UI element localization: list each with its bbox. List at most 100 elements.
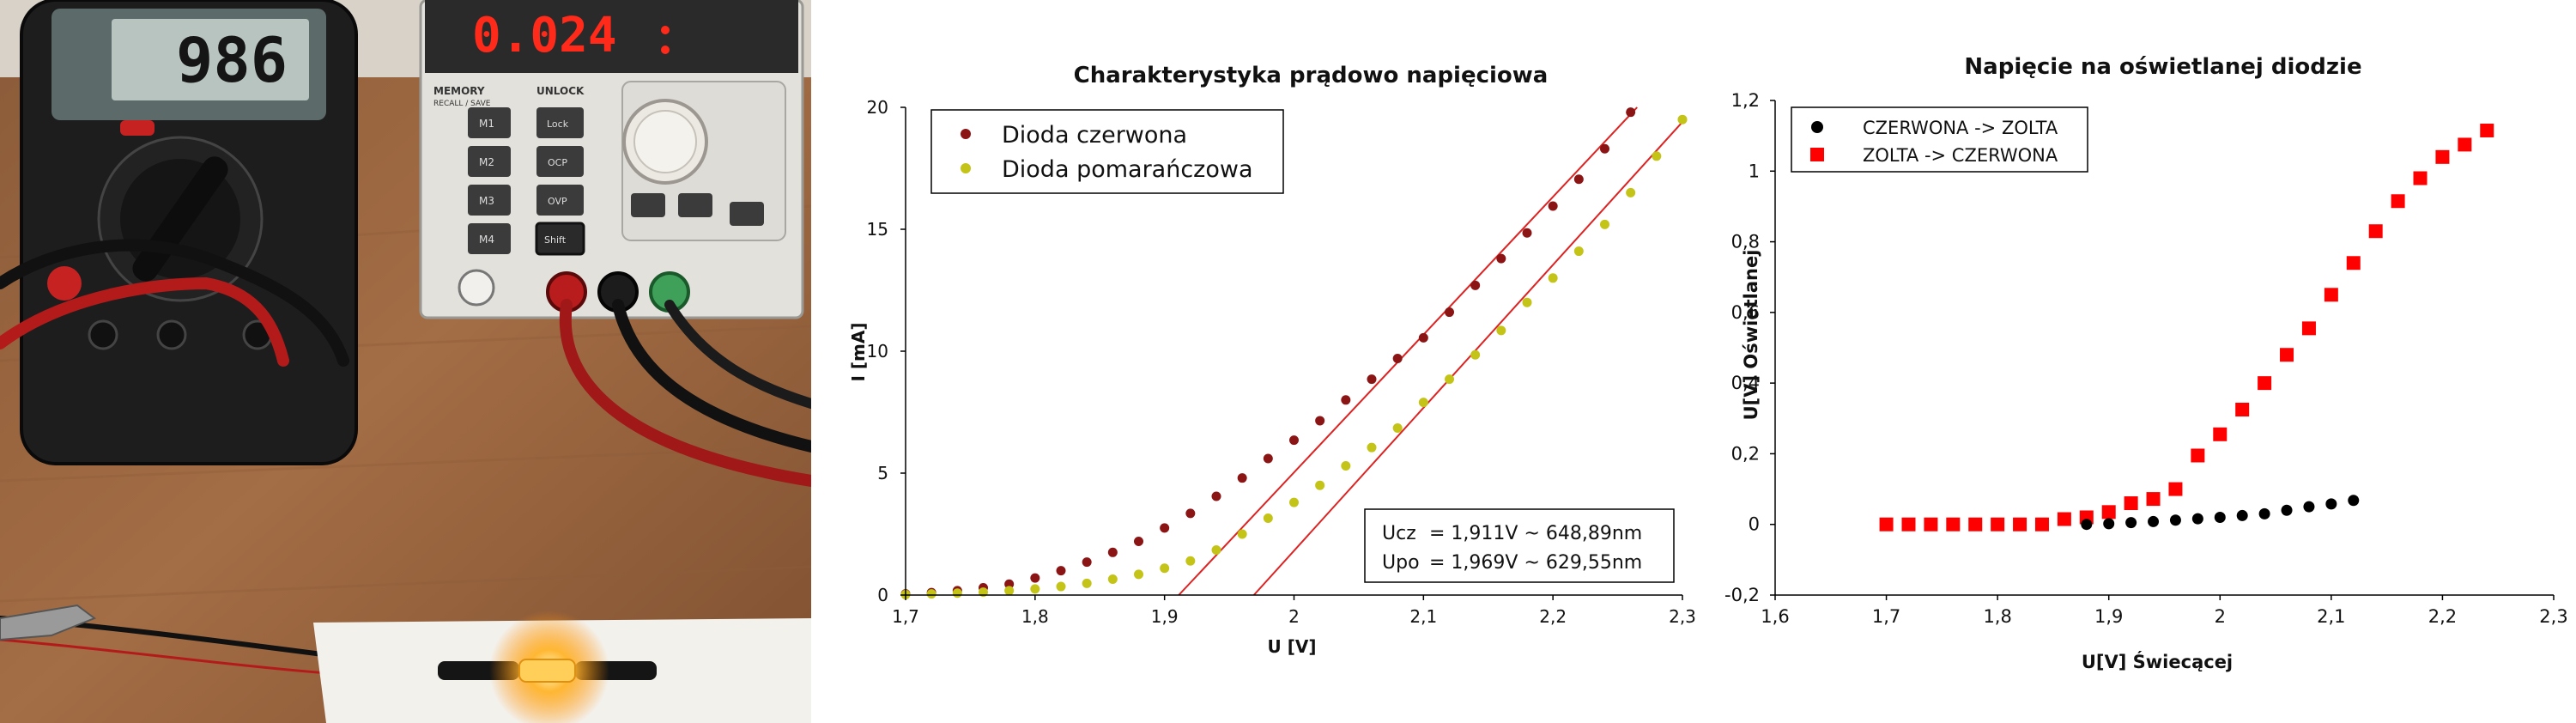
- annotation-upo-label: Upo: [1382, 552, 1420, 574]
- czerwona-zolta-point: [2125, 517, 2137, 529]
- red-diode-point: [1056, 566, 1066, 576]
- orange-diode-point: [1445, 374, 1454, 385]
- chart1-y-tick-label: 0: [877, 585, 888, 605]
- orange-diode-point: [1341, 460, 1351, 471]
- chart1-x-tick-label: 1,7: [892, 606, 919, 627]
- lock-button[interactable]: [536, 107, 584, 138]
- chart1-xlabel: U [V]: [1268, 636, 1317, 657]
- red-diode-point: [1573, 174, 1584, 185]
- czerwona-zolta-point: [2169, 514, 2181, 526]
- orange-diode-point: [1652, 151, 1662, 161]
- supply-button-m2[interactable]: [468, 146, 511, 177]
- chart1-ylabel: I [mA]: [848, 322, 869, 381]
- supply-button-m3-label: M3: [479, 195, 494, 207]
- chart2-ylabel: U[V] Oświetlanej: [1741, 250, 1761, 421]
- orange-diode-point: [1600, 219, 1609, 229]
- chart1-y-tick-label: 5: [877, 463, 888, 483]
- red-diode-point: [1263, 453, 1273, 464]
- zolta-czerwona-point: [2101, 505, 2116, 519]
- chart1-legend: Dioda czerwona Dioda pomarańczowa: [930, 109, 1284, 194]
- orange-diode-point: [1056, 581, 1066, 592]
- chart2-y-tick-label: 0,8: [1731, 232, 1760, 252]
- zolta-czerwona-point: [1991, 517, 2005, 532]
- chart1-y-tick-label: 15: [867, 219, 888, 240]
- zolta-czerwona-point: [1946, 517, 1961, 532]
- zolta-czerwona-point: [2301, 321, 2316, 336]
- czerwona-zolta-point: [2214, 511, 2226, 523]
- unlock-label: UNLOCK: [536, 85, 585, 97]
- output-button[interactable]: [730, 202, 764, 226]
- supply-button-m3[interactable]: [468, 185, 511, 216]
- ocp-button-label: OCP: [548, 157, 567, 168]
- red-diode-point: [1367, 374, 1377, 385]
- supply-button-m1-label: M1: [479, 118, 494, 130]
- meter-jack-com[interactable]: [88, 319, 118, 350]
- zolta-czerwona-point: [2435, 149, 2450, 164]
- red-diode-point: [1160, 523, 1170, 533]
- legend-marker-black: [1811, 121, 1823, 133]
- czerwona-zolta-point: [2303, 501, 2315, 513]
- chart2-x-tick-label: 1,6: [1761, 606, 1789, 627]
- orange-diode-point: [1030, 584, 1040, 594]
- red-diode-point: [1341, 395, 1351, 405]
- chart2-x-tick-label: 1,9: [2094, 606, 2123, 627]
- legend-marker-red-square: [1810, 148, 1824, 161]
- chart2-x-tick-label: 1,8: [1983, 606, 2011, 627]
- red-diode-point: [1211, 491, 1221, 501]
- ovp-button[interactable]: [536, 185, 584, 216]
- illuminated-diode-chart: Napięcie na oświetlanej diodzie 1,6 1,7 1,…: [1724, 54, 2568, 672]
- supply-button-m4-label: M4: [479, 234, 494, 246]
- arrow-left-button[interactable]: [631, 193, 665, 217]
- power-switch[interactable]: [458, 269, 495, 307]
- orange-diode-point: [1573, 246, 1584, 257]
- orange-diode-point: [1289, 497, 1299, 507]
- meter-jack-v[interactable]: [156, 319, 187, 350]
- orange-diode-point: [1263, 513, 1273, 524]
- zolta-czerwona-point: [2034, 517, 2049, 532]
- czerwona-zolta-point: [2281, 504, 2293, 516]
- annotation-ucz-label: Ucz: [1382, 523, 1416, 544]
- zolta-czerwona-point: [2391, 194, 2405, 209]
- chart1-fit-line: [1178, 106, 1638, 596]
- supply-display: 0.024: [472, 8, 617, 64]
- ocp-button[interactable]: [536, 146, 584, 177]
- orange-diode-point: [1392, 422, 1403, 433]
- supply-button-m1[interactable]: [468, 107, 511, 138]
- chart2-x-tick-label: 2,1: [2317, 606, 2345, 627]
- supply-left-buttons: M1 M2 M3 M4: [468, 107, 511, 254]
- arrow-right-button[interactable]: [678, 193, 712, 217]
- chart1-y-tick-label: 20: [867, 97, 888, 118]
- zolta-czerwona-point: [2324, 288, 2338, 302]
- red-diode-point: [1289, 435, 1299, 446]
- lab-photo: 0.024 MEMORY RECALL / SAVE UNLOCK ADJUST…: [0, 0, 811, 723]
- supply-button-m4[interactable]: [468, 223, 511, 254]
- zolta-czerwona-point: [2146, 492, 2161, 507]
- led-assembly: [313, 611, 811, 723]
- chart2-y-tick-label: -0,2: [1724, 585, 1760, 605]
- orange-diode-point: [1418, 398, 1428, 408]
- zolta-czerwona-point: [2213, 427, 2227, 441]
- supply-button-m2-label: M2: [479, 156, 494, 168]
- red-diode-point: [1418, 332, 1428, 343]
- chart2-x-tick-label: 1,7: [1872, 606, 1900, 627]
- memory-label: MEMORY: [433, 85, 485, 97]
- iv-characteristic-chart: Charakterystyka prądowo napięciowa 1,7 1,…: [848, 63, 1695, 657]
- legend-marker-orange: [961, 163, 971, 173]
- chart2-y-tick-label: 0,2: [1731, 443, 1760, 464]
- zolta-czerwona-point: [2258, 376, 2272, 391]
- chart2-x-tick-label: 2: [2215, 606, 2226, 627]
- zolta-czerwona-point: [2235, 403, 2250, 416]
- red-diode-point: [1004, 579, 1015, 589]
- shift-button[interactable]: [535, 222, 585, 256]
- orange-diode-point: [1160, 563, 1170, 574]
- ovp-button-label: OVP: [548, 196, 567, 207]
- orange-diode-point: [1367, 442, 1377, 453]
- orange-diode-point: [1237, 529, 1247, 539]
- meter-power-button[interactable]: [120, 120, 155, 136]
- czerwona-zolta-point: [2081, 519, 2093, 531]
- orange-diode-point: [1626, 187, 1636, 197]
- red-diode-point: [1522, 228, 1532, 238]
- red-diode-point: [1237, 473, 1247, 483]
- chart2-legend: CZERWONA -> ZOLTA ZOLTA -> CZERWONA: [1791, 106, 2088, 173]
- orange-diode-point: [926, 589, 936, 599]
